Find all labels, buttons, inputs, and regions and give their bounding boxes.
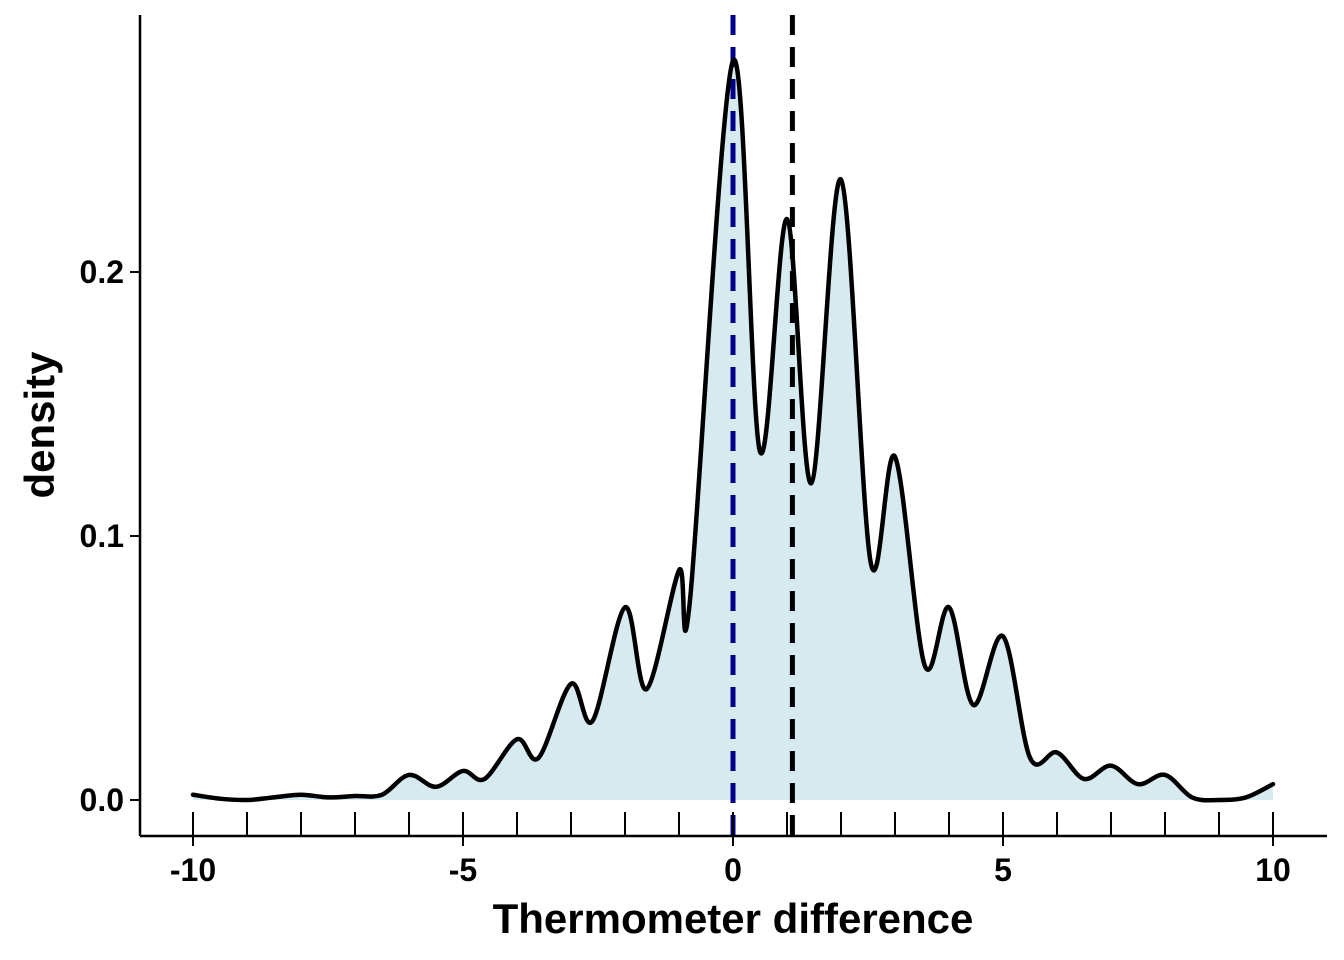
x-axis-title: Thermometer difference — [493, 895, 974, 942]
y-tick-label: 0.0 — [80, 782, 124, 818]
x-tick-label: 0 — [724, 852, 742, 888]
y-axis-title: density — [16, 351, 63, 499]
x-tick-label: -10 — [170, 852, 216, 888]
plot-area — [190, 15, 1276, 836]
y-tick-label: 0.2 — [80, 254, 124, 290]
axes: -10 -5 0 5 10 0.0 0.1 0.2 — [80, 15, 1327, 888]
y-tick-label: 0.1 — [80, 518, 124, 554]
x-tick-label: -5 — [449, 852, 477, 888]
x-tick-label: 5 — [994, 852, 1012, 888]
density-curve-line — [190, 57, 1276, 803]
density-area-fill — [193, 59, 1273, 801]
x-tick-label: 10 — [1255, 852, 1291, 888]
